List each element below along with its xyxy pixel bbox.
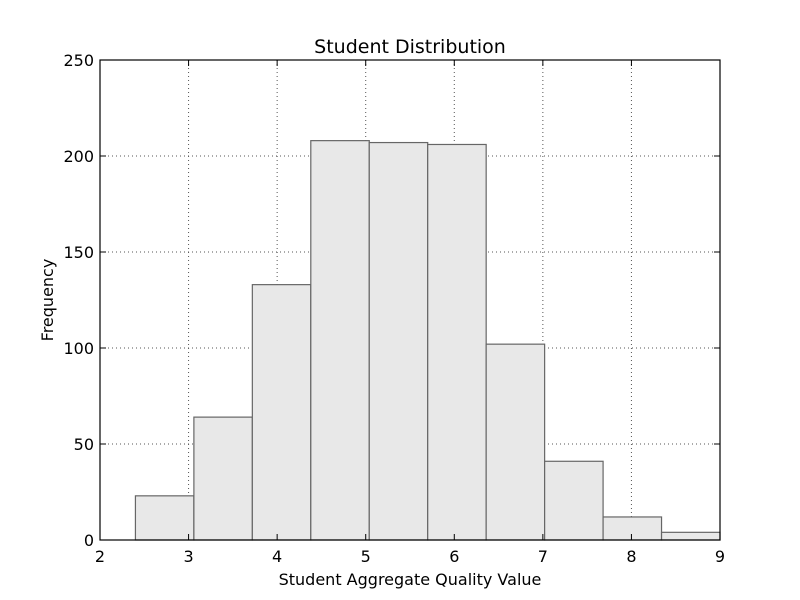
x-axis-title: Student Aggregate Quality Value	[279, 570, 542, 589]
x-tick-label: 2	[95, 547, 105, 566]
histogram-bar	[134, 495, 195, 541]
histogram-bar	[427, 143, 487, 541]
histogram-bar	[660, 531, 721, 541]
x-tick-label: 5	[361, 547, 371, 566]
histogram-bar	[310, 140, 370, 541]
histogram-bar	[544, 460, 604, 541]
histogram-bar	[193, 416, 253, 541]
grid-lines	[100, 60, 720, 540]
x-tick-label: 3	[183, 547, 193, 566]
y-tick-label: 200	[63, 147, 94, 166]
plot-frame	[99, 59, 721, 541]
y-tick-label: 250	[63, 51, 94, 70]
y-axis-title: Frequency	[38, 259, 57, 342]
y-tick-label: 150	[63, 243, 94, 262]
x-tick-label: 6	[449, 547, 459, 566]
axis-ticks	[99, 59, 721, 541]
x-tick-label: 4	[272, 547, 282, 566]
histogram-bar	[602, 516, 663, 541]
histogram-bar	[251, 284, 312, 541]
x-tick-label: 9	[715, 547, 725, 566]
x-tick-labels: 2 3 4 5 6 7 8 9	[95, 547, 725, 566]
chart-title: Student Distribution	[314, 36, 506, 58]
histogram-bar	[485, 343, 546, 541]
y-tick-label: 50	[74, 435, 94, 454]
histogram-bars	[134, 140, 721, 541]
histogram-bar	[368, 141, 429, 541]
y-tick-label: 0	[84, 531, 94, 550]
x-tick-label: 8	[626, 547, 636, 566]
x-tick-label: 7	[538, 547, 548, 566]
y-tick-labels: 0 50 100 150 200 250	[63, 51, 94, 550]
y-tick-label: 100	[63, 339, 94, 358]
